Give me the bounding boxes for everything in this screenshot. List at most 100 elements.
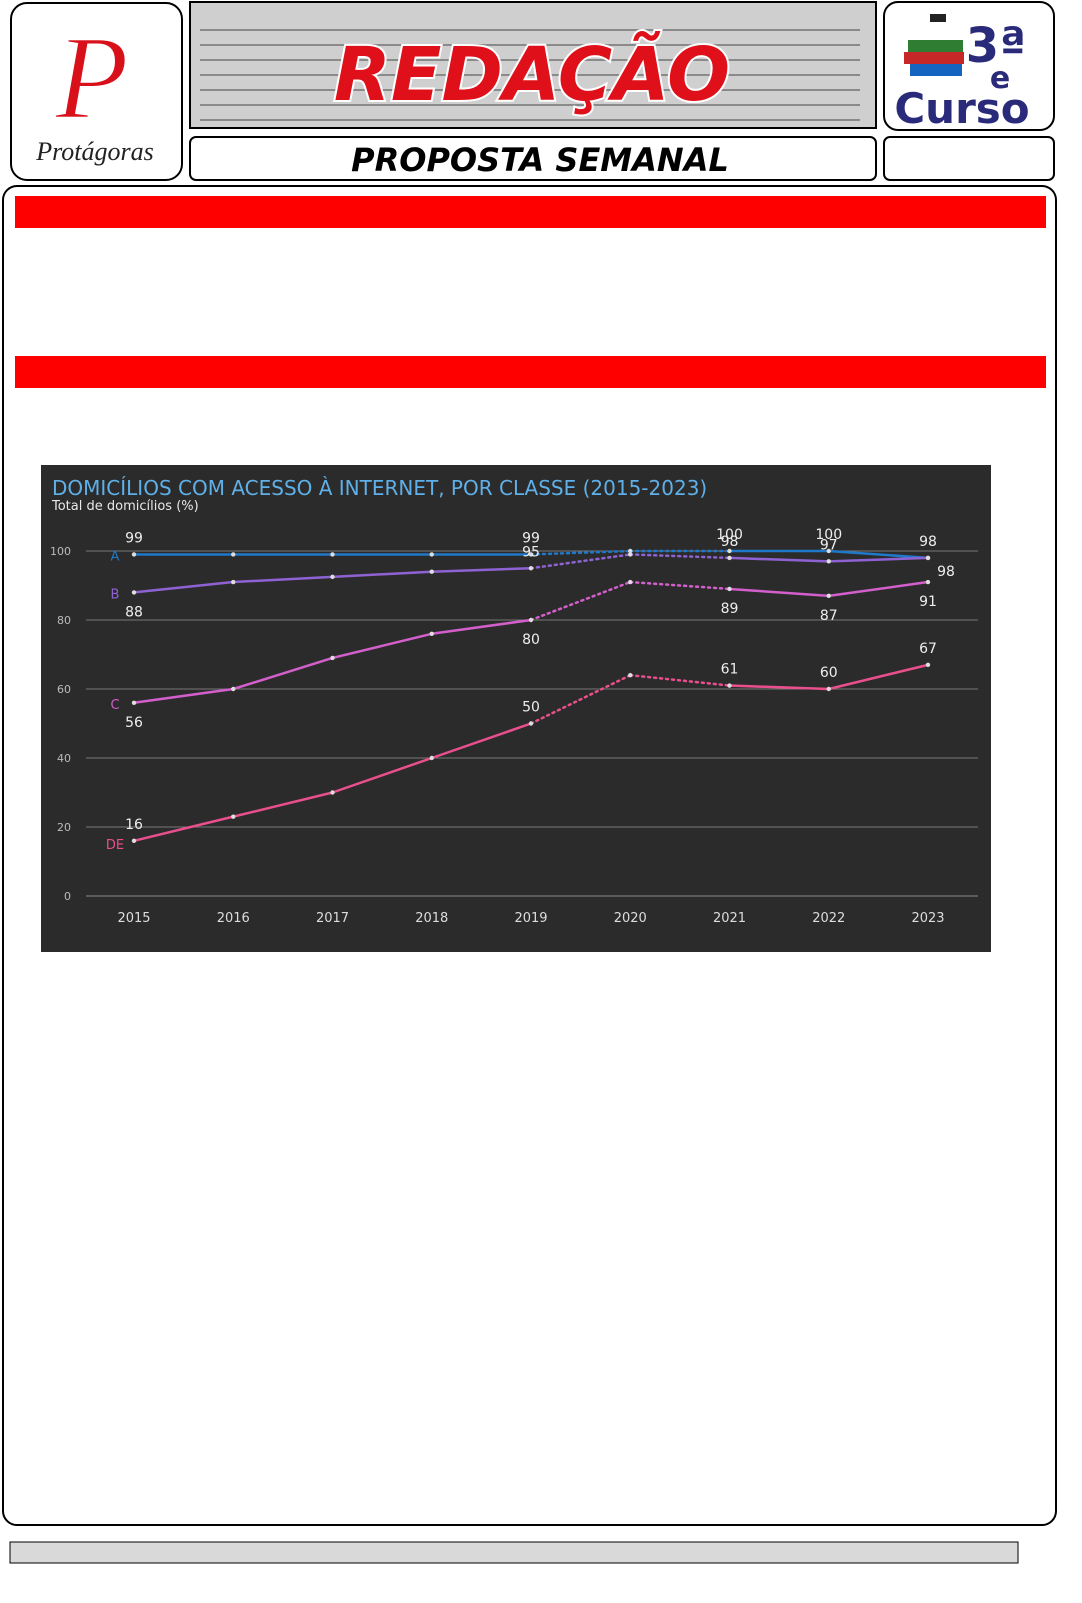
point	[231, 686, 236, 692]
point	[131, 838, 137, 843]
y-tick-label: 40	[57, 752, 71, 765]
value-label: 80	[522, 632, 540, 648]
point	[628, 548, 633, 554]
line-segment	[629, 673, 731, 687]
value-label: 97	[820, 537, 838, 553]
x-tick-label: 2018	[415, 911, 448, 926]
point	[528, 617, 534, 623]
badge-grade: 3ª	[966, 18, 1026, 74]
line-segment	[132, 687, 235, 705]
point	[231, 552, 236, 557]
y-tick-label: 80	[57, 614, 71, 627]
value-label: 60	[820, 665, 838, 681]
logo-box	[10, 2, 183, 181]
value-label: 95	[522, 544, 540, 560]
line-segment	[132, 580, 235, 594]
y-tick-label: 0	[64, 890, 71, 903]
line-segment	[728, 556, 830, 563]
line-segment	[827, 663, 930, 691]
value-label: 99	[522, 530, 540, 546]
point	[826, 593, 831, 599]
line-segment	[529, 673, 632, 725]
series-label: A	[111, 549, 120, 564]
line-segment	[827, 549, 930, 560]
line-segment	[331, 756, 433, 794]
value-label: 99	[125, 530, 143, 546]
point	[628, 579, 633, 585]
point	[429, 631, 434, 636]
point	[628, 552, 633, 557]
value-label: 67	[919, 641, 937, 657]
point	[826, 559, 831, 564]
value-label: 100	[815, 527, 842, 543]
value-label: 16	[125, 817, 143, 833]
value-label: 88	[125, 604, 143, 620]
y-tick-label: 60	[57, 683, 71, 696]
value-label: 98	[919, 534, 937, 550]
point	[528, 566, 534, 571]
line-segment	[827, 580, 930, 598]
point	[429, 569, 434, 574]
y-tick-label: 100	[50, 545, 71, 558]
point	[231, 814, 236, 819]
point	[727, 548, 732, 554]
line-segment	[827, 556, 930, 563]
point	[925, 662, 931, 668]
logo-text: Protágoras	[35, 137, 154, 166]
point	[131, 552, 137, 557]
point	[727, 555, 732, 561]
point	[131, 590, 137, 595]
x-tick-label: 2019	[514, 911, 547, 926]
banner	[189, 1, 877, 129]
point	[429, 755, 434, 761]
line-segment	[629, 553, 731, 560]
line-segment	[430, 567, 533, 573]
point	[330, 790, 335, 795]
line-segment	[728, 587, 830, 598]
series-label: B	[111, 587, 120, 602]
x-tick-label: 2023	[911, 911, 944, 926]
line-segment	[430, 618, 533, 636]
x-tick-label: 2017	[316, 911, 349, 926]
point	[925, 555, 931, 561]
point	[231, 579, 236, 585]
line-segment	[331, 632, 433, 660]
point	[826, 686, 831, 692]
line-segment	[331, 570, 433, 579]
x-tick-label: 2015	[117, 911, 150, 926]
subtitle: PROPOSTA SEMANAL	[351, 141, 729, 179]
point	[330, 552, 335, 557]
line-segment	[232, 575, 334, 584]
books-icon	[904, 14, 964, 76]
point	[727, 586, 732, 592]
line-segment	[232, 656, 334, 691]
line-segment	[529, 553, 632, 570]
line-segment	[132, 815, 235, 843]
badge-small-box	[883, 136, 1055, 181]
value-label: 50	[522, 700, 540, 716]
subtitle-box	[189, 136, 877, 181]
line-segment	[430, 722, 533, 760]
point	[628, 673, 633, 678]
badge-course: Curso	[894, 84, 1029, 133]
section-bar	[15, 356, 1046, 388]
footer-bar	[9, 1541, 1019, 1564]
point	[330, 574, 335, 580]
line-segment	[529, 580, 632, 622]
banner-title: REDAÇÃO	[334, 30, 730, 118]
section-bar	[15, 196, 1046, 228]
point	[826, 548, 831, 554]
chart-background	[41, 465, 991, 952]
value-label: 100	[716, 527, 743, 543]
chart-subtitle: Total de domicílios (%)	[51, 499, 199, 514]
logo-mark: P	[54, 11, 128, 144]
x-tick-label: 2020	[614, 911, 647, 926]
value-label: 98	[937, 564, 955, 580]
line-segment	[529, 549, 632, 556]
y-tick-label: 20	[57, 821, 71, 834]
point	[528, 721, 534, 726]
chart: DOMICÍLIOS COM ACESSO À INTERNET, POR CL…	[41, 465, 991, 952]
point	[925, 579, 931, 585]
value-label: 61	[721, 662, 739, 678]
